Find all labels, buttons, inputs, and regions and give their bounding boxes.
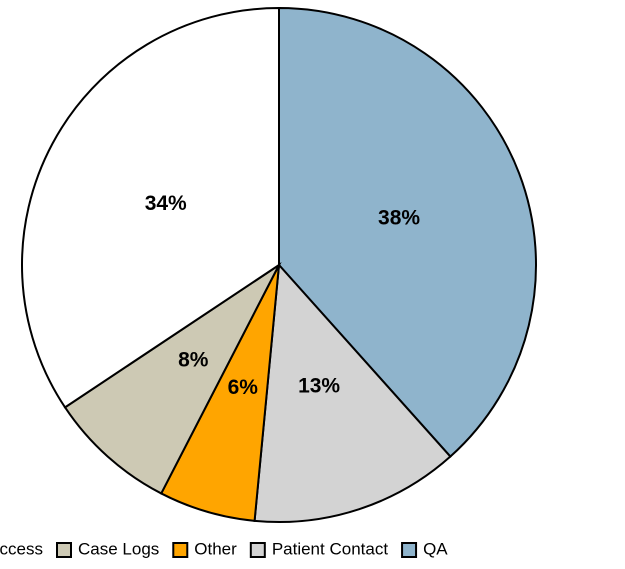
pie-slice — [253, 262, 452, 523]
legend-label: Case Logs — [78, 539, 159, 558]
legend-swatch — [56, 542, 72, 558]
pie-slice — [21, 6, 280, 409]
pie-slice — [63, 262, 282, 495]
legend-label: Patient Contact — [272, 539, 389, 558]
legend-swatch — [172, 542, 189, 558]
slice-label: 13% — [298, 375, 340, 398]
pie-slice — [278, 6, 537, 458]
legend-swatch — [401, 542, 418, 558]
legend-label: QA — [423, 539, 448, 558]
legend-swatch — [249, 542, 266, 558]
slice-label: 6% — [228, 376, 259, 399]
legend-label: Other — [194, 539, 237, 558]
slice-label: 38% — [378, 207, 420, 230]
slice-label: 8% — [178, 348, 209, 371]
legend-label: Access — [0, 539, 43, 558]
slice-label: 34% — [145, 192, 187, 215]
